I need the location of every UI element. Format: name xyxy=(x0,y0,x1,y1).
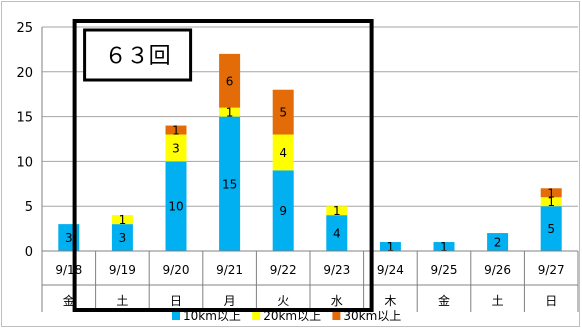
bar-segment xyxy=(111,224,133,251)
x-weekday-label: 金 xyxy=(63,293,75,308)
x-category-label: 9/26 xyxy=(484,263,511,277)
x-category-label: 9/20 xyxy=(163,263,190,277)
data-label: 1 xyxy=(226,106,234,120)
data-label: 3 xyxy=(119,231,127,245)
bar-segment xyxy=(433,242,455,251)
legend-swatch xyxy=(332,312,341,320)
bar-segment xyxy=(165,134,187,162)
y-tick-label: 0 xyxy=(25,245,33,260)
x-category-label: 9/23 xyxy=(323,263,350,277)
y-tick-label: 10 xyxy=(16,155,33,170)
data-label: 3 xyxy=(172,141,180,155)
bar-segment xyxy=(165,125,187,135)
bar-segment xyxy=(379,242,401,251)
data-label: 5 xyxy=(279,106,287,120)
legend-label: 10km以上 xyxy=(183,309,241,323)
legend-label: 20km以上 xyxy=(263,309,321,323)
bar-segment xyxy=(540,188,562,198)
data-label: 10 xyxy=(168,200,183,214)
x-category-label: 9/18 xyxy=(55,263,82,277)
count-box xyxy=(83,28,193,82)
x-weekday-label: 水 xyxy=(331,294,343,308)
y-tick-label: 25 xyxy=(16,21,33,36)
x-category-label: 9/19 xyxy=(109,263,136,277)
data-label: 1 xyxy=(440,240,448,254)
bar-segment xyxy=(326,206,348,216)
highlight-annotation: ６３回 xyxy=(72,19,374,312)
data-label: 9 xyxy=(279,204,287,218)
data-label: 1 xyxy=(333,204,341,218)
legend: 10km以上 20km以上 30km以上 xyxy=(172,309,401,323)
category-table: 9/18 金 9/19 土 9/20 日 9/21 月 9/22 火 9/23 水 9/24 木 9/25 金… xyxy=(41,251,579,312)
data-label: 1 xyxy=(547,195,555,209)
x-weekday-label: 日 xyxy=(170,294,182,308)
highlight-frame xyxy=(72,19,374,312)
x-weekday-label: 火 xyxy=(277,294,289,308)
bar-segment xyxy=(219,107,241,117)
legend-label: 30km以上 xyxy=(343,309,401,323)
data-label: 4 xyxy=(279,146,287,160)
bar-segment xyxy=(487,233,509,251)
data-label: 1 xyxy=(172,124,180,138)
data-label: 4 xyxy=(333,227,341,241)
x-weekday-label: 月 xyxy=(224,294,236,308)
bar-segment xyxy=(219,116,241,251)
y-tick-label: 5 xyxy=(25,200,33,215)
data-label: 1 xyxy=(547,186,555,200)
x-weekday-label: 日 xyxy=(545,294,557,308)
data-label: 15 xyxy=(222,177,237,191)
legend-swatch xyxy=(172,312,180,320)
bar-segment xyxy=(326,215,348,251)
data-label: 2 xyxy=(494,236,502,250)
x-weekday-label: 土 xyxy=(492,294,504,308)
data-label: 3 xyxy=(65,231,73,245)
count-text: ６３回 xyxy=(105,44,171,69)
bar-segment xyxy=(272,134,294,171)
x-category-label: 9/27 xyxy=(538,263,565,277)
data-label: 1 xyxy=(387,240,395,254)
x-weekday-label: 金 xyxy=(438,293,450,308)
x-category-label: 9/22 xyxy=(270,263,297,277)
bar-segment xyxy=(540,206,562,251)
data-label: 5 xyxy=(547,222,555,236)
bar-segment xyxy=(540,197,562,207)
data-label: 6 xyxy=(226,74,234,88)
x-category-label: 9/24 xyxy=(377,263,404,277)
y-tick-label: 20 xyxy=(16,66,33,81)
bar-segment xyxy=(272,170,294,251)
x-category-label: 9/25 xyxy=(431,263,458,277)
x-weekday-label: 土 xyxy=(116,294,128,308)
bar-segment xyxy=(165,161,187,251)
x-category-label: 9/21 xyxy=(216,263,243,277)
bar-segment xyxy=(111,215,133,225)
bar-segment xyxy=(272,89,294,135)
data-label: 1 xyxy=(119,213,127,227)
legend-swatch xyxy=(252,312,261,320)
x-weekday-label: 木 xyxy=(384,294,396,308)
y-tick-label: 15 xyxy=(16,111,33,126)
bar-segment xyxy=(219,53,241,108)
